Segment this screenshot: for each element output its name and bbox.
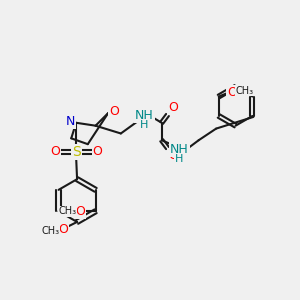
Text: O: O	[227, 86, 237, 99]
Text: O: O	[58, 223, 68, 236]
Text: NH: NH	[135, 110, 154, 122]
Text: O: O	[93, 146, 102, 158]
Text: N: N	[66, 115, 75, 128]
Text: CH₃: CH₃	[42, 226, 60, 236]
Text: O: O	[109, 105, 119, 118]
Text: O: O	[75, 205, 85, 218]
Text: O: O	[168, 149, 178, 162]
Text: H: H	[175, 154, 183, 164]
Text: CH₃: CH₃	[236, 86, 254, 96]
Text: S: S	[72, 145, 80, 159]
Text: O: O	[168, 101, 178, 114]
Text: O: O	[50, 146, 60, 158]
Text: NH: NH	[170, 143, 188, 157]
Text: H: H	[140, 120, 148, 130]
Text: CH₃: CH₃	[58, 206, 76, 216]
